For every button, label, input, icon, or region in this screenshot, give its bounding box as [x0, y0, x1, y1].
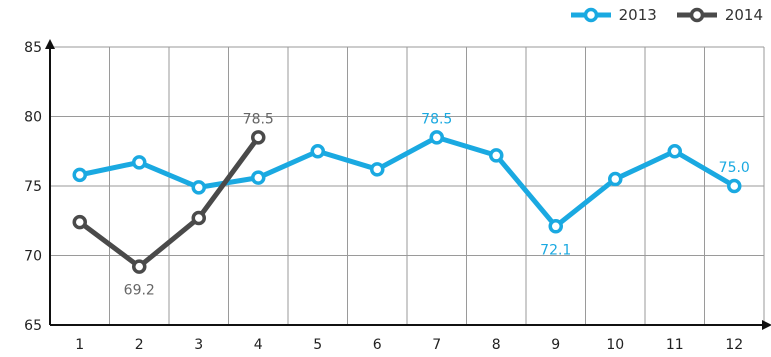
- x-tick-label: 7: [432, 337, 441, 353]
- y-axis-arrow: [45, 39, 55, 49]
- chart-grid: [50, 46, 765, 325]
- legend-marker-2014: [676, 7, 717, 23]
- chart-axes: [45, 39, 771, 330]
- data-point-2014-3: [191, 210, 206, 226]
- data-label-2014: 78.5: [243, 111, 274, 127]
- y-tick-label: 85: [24, 40, 42, 56]
- data-label-2013: 78.5: [421, 111, 452, 127]
- chart-data-labels: 78.5 72.1 75.0 69.2 78.5: [124, 111, 750, 298]
- data-point-2013-4: [251, 170, 266, 185]
- x-axis-arrow: [762, 320, 771, 330]
- data-point-2013-10: [608, 171, 623, 187]
- series-line-2014: [77, 134, 261, 270]
- y-tick-label: 80: [24, 110, 42, 126]
- data-point-2013-6: [370, 162, 385, 177]
- x-tick-label: 1: [75, 337, 84, 353]
- legend-label-2014: 2014: [724, 6, 763, 24]
- x-tick-label: 11: [666, 337, 684, 353]
- x-tick-label: 8: [492, 337, 501, 353]
- data-point-2013-12: [727, 178, 742, 194]
- x-tick-label: 9: [551, 337, 560, 353]
- data-point-2013-5: [310, 144, 325, 159]
- data-point-2013-9: [548, 219, 563, 234]
- data-point-2013-8: [489, 148, 504, 163]
- data-point-2013-11: [667, 144, 682, 159]
- data-label-2014: 69.2: [124, 283, 155, 299]
- data-point-2014-2: [132, 259, 147, 274]
- legend-item-2013[interactable]: 2013: [569, 6, 657, 24]
- x-tick-label: 3: [194, 337, 203, 353]
- data-label-2013: 72.1: [540, 242, 571, 258]
- x-tick-label: 2: [135, 337, 144, 353]
- legend-marker-2013: [570, 7, 611, 23]
- chart-legend: 2013 2014: [551, 6, 763, 24]
- data-point-2013-7: [429, 130, 444, 145]
- x-tick-label: 4: [254, 337, 263, 353]
- x-tick-label: 12: [725, 337, 743, 353]
- x-tick-label: 10: [606, 337, 624, 353]
- x-tick-label: 5: [313, 337, 322, 353]
- series-line-2013: [77, 134, 737, 229]
- y-tick-label: 65: [24, 318, 42, 334]
- data-point-2013-2: [132, 155, 147, 170]
- data-point-2014-4: [251, 130, 266, 145]
- data-point-2014-1: [72, 214, 87, 230]
- data-label-2013: 75.0: [719, 160, 750, 176]
- chart-series: [72, 130, 742, 274]
- y-tick-label: 70: [24, 249, 42, 265]
- data-point-2013-3: [191, 180, 206, 195]
- legend-label-2013: 2013: [618, 6, 657, 24]
- x-tick-label: 6: [373, 337, 382, 353]
- y-tick-label: 75: [24, 179, 42, 195]
- legend-item-2014[interactable]: 2014: [675, 6, 763, 24]
- data-point-2013-1: [72, 167, 87, 183]
